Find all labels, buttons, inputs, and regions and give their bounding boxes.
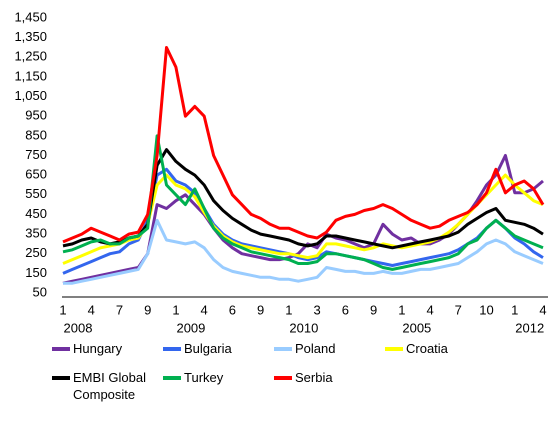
x-tick-label: 1 xyxy=(285,302,292,317)
x-tick-label: 1 xyxy=(59,302,66,317)
x-tick-label: 9 xyxy=(144,302,151,317)
x-tick-label: 9 xyxy=(370,302,377,317)
legend-item: Bulgaria xyxy=(163,340,274,357)
series-line xyxy=(62,148,544,250)
legend-swatch xyxy=(52,347,70,351)
y-tick-label: 150 xyxy=(25,265,47,280)
y-tick-label: 850 xyxy=(25,127,47,142)
x-year-label: 2005 xyxy=(402,320,431,335)
legend-item: Hungary xyxy=(52,340,163,357)
legend-swatch xyxy=(274,376,292,380)
x-tick-label: 10 xyxy=(479,302,493,317)
y-tick-label: 550 xyxy=(25,186,47,201)
x-tick-label: 6 xyxy=(229,302,236,317)
x-tick-label: 1 xyxy=(398,302,405,317)
y-tick-label: 1,250 xyxy=(14,49,47,64)
x-tick-label: 1 xyxy=(511,302,518,317)
y-tick-label: 1,150 xyxy=(14,68,47,83)
x-year-label: 2009 xyxy=(176,320,205,335)
series-line xyxy=(62,134,544,271)
y-tick-label: 250 xyxy=(25,245,47,260)
legend-item: Turkey xyxy=(163,369,274,403)
series-line xyxy=(63,218,544,285)
y-tick-label: 1,050 xyxy=(14,88,47,103)
x-year-label: 2012 xyxy=(515,320,544,335)
x-tick-label: 3 xyxy=(314,302,321,317)
y-tick-label: 1,450 xyxy=(14,9,47,24)
x-tick-label: 4 xyxy=(201,302,208,317)
x-tick-label: 4 xyxy=(426,302,433,317)
x-tick-label: 9 xyxy=(257,302,264,317)
legend-swatch xyxy=(274,347,292,351)
legend: Hungary Bulgaria Poland Croatia EMBI Global … xyxy=(52,340,542,403)
legend-label: Serbia xyxy=(295,370,333,385)
legend-label: Hungary xyxy=(73,341,123,356)
x-tick-label: 1 xyxy=(172,302,179,317)
x-tick-label: 6 xyxy=(342,302,349,317)
legend-label: Croatia xyxy=(406,341,448,356)
legend-item: Poland xyxy=(274,340,385,357)
y-tick-label: 450 xyxy=(25,206,47,221)
legend-label: Turkey xyxy=(184,370,224,385)
x-tick-label: 4 xyxy=(539,302,546,317)
legend-item: EMBI Global Composite xyxy=(52,369,163,403)
y-tick-label: 650 xyxy=(25,167,47,182)
series-line xyxy=(62,46,545,244)
x-year-label: 2010 xyxy=(289,320,318,335)
y-tick-label: 950 xyxy=(25,108,47,123)
x-tick-label: 4 xyxy=(88,302,95,317)
legend-label: EMBI Global Composite xyxy=(73,370,146,402)
legend-item: Croatia xyxy=(385,340,496,357)
legend-label: Poland xyxy=(295,341,336,356)
x-tick-label: 7 xyxy=(455,302,462,317)
legend-swatch xyxy=(52,376,70,380)
y-tick-label: 1,350 xyxy=(14,29,47,44)
legend-swatch xyxy=(163,376,181,380)
legend-item: Serbia xyxy=(274,369,385,403)
legend-swatch xyxy=(385,347,403,351)
x-year-label: 2008 xyxy=(64,320,93,335)
legend-label: Bulgaria xyxy=(184,341,232,356)
y-tick-label: 50 xyxy=(33,284,47,299)
y-tick-label: 750 xyxy=(25,147,47,162)
y-tick-label: 350 xyxy=(25,226,47,241)
x-tick-label: 7 xyxy=(116,302,123,317)
legend-swatch xyxy=(163,347,181,351)
